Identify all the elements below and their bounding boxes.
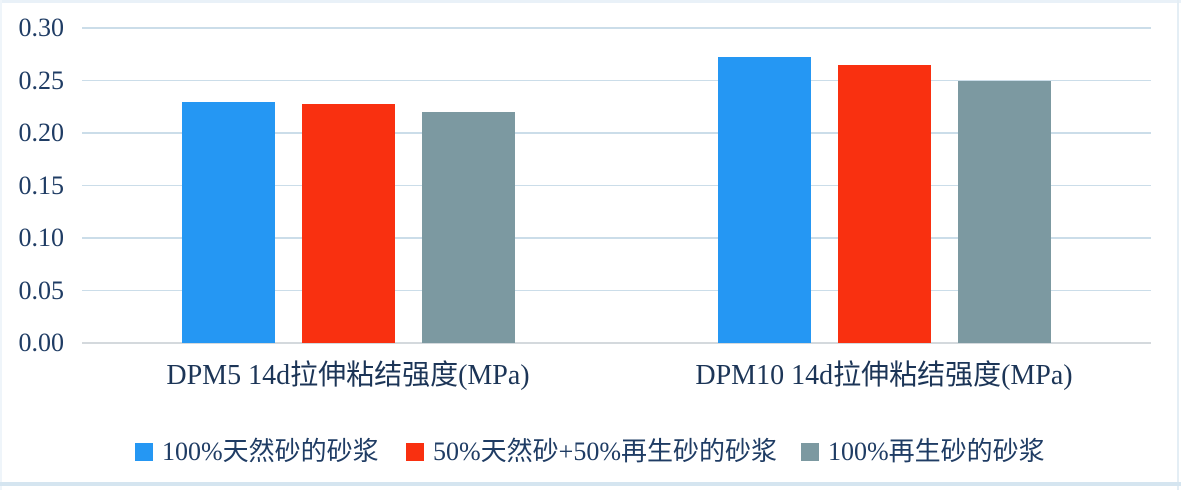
y-tick-label: 0.10 — [18, 223, 65, 252]
gridline — [82, 289, 1151, 292]
legend-item-mixed-sand: 50%天然砂+50%再生砂的砂浆 — [406, 434, 777, 470]
legend-item-natural-sand: 100%天然砂的砂浆 — [135, 434, 379, 470]
gridline — [82, 237, 1151, 239]
legend-label-natural-sand: 100%天然砂的砂浆 — [162, 437, 379, 466]
figure-border-left — [0, 0, 2, 490]
y-tick-label: 0.25 — [18, 65, 65, 95]
gridline — [82, 27, 1151, 29]
figure-border-bottom — [0, 482, 1181, 486]
x-axis-line — [82, 342, 1151, 344]
legend-label-recycled-sand: 100%再生砂的砂浆 — [828, 437, 1045, 466]
bar-group1-series3 — [422, 112, 515, 343]
y-tick-label: 0.30 — [18, 13, 65, 42]
bar-group2-series2 — [838, 64, 931, 343]
y-tick-label: 0.20 — [18, 118, 65, 147]
gridline — [82, 184, 1151, 187]
y-tick-label: 0.00 — [18, 328, 65, 357]
category-label-dpm5: DPM5 14d拉伸粘结强度(MPa) — [166, 360, 530, 391]
gridline — [82, 132, 1151, 134]
category-label-dpm10: DPM10 14d拉伸粘结强度(MPa) — [695, 360, 1073, 391]
bar-group1-series2 — [302, 103, 395, 343]
legend-swatch-red-icon — [406, 443, 424, 461]
plot-area: 0.00 0.05 0.10 0.15 0.20 0.25 0.30 — [18, 13, 1151, 357]
legend: 100%天然砂的砂浆 50%天然砂+50%再生砂的砂浆 100%再生砂的砂浆 — [0, 434, 1181, 470]
bar-group1-series1 — [182, 101, 275, 343]
gridline — [82, 79, 1151, 82]
legend-item-recycled-sand: 100%再生砂的砂浆 — [801, 434, 1045, 470]
legend-label-mixed-sand: 50%天然砂+50%再生砂的砂浆 — [433, 437, 777, 466]
y-tick-label: 0.05 — [18, 275, 65, 305]
y-tick-label: 0.15 — [18, 170, 65, 200]
bar-group2-series3 — [958, 80, 1051, 343]
legend-swatch-blue-icon — [135, 443, 153, 461]
figure-border-top — [0, 0, 1181, 3]
bar-group2-series1 — [718, 57, 811, 343]
figure-border-right — [1177, 0, 1179, 490]
legend-swatch-gray-icon — [801, 443, 819, 461]
